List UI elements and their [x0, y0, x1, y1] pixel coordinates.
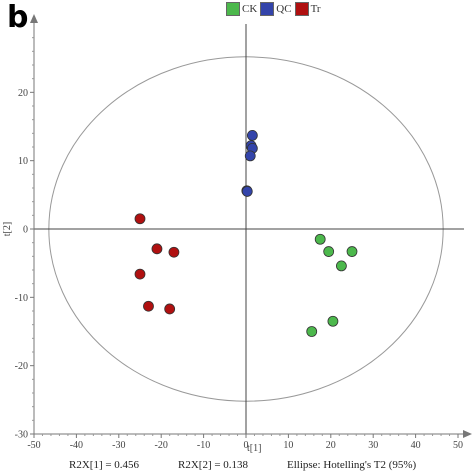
- y-tick-label: -20: [15, 361, 28, 372]
- y-tick-label: 0: [23, 225, 28, 236]
- point-tr: [164, 303, 176, 315]
- point-qc: [241, 186, 253, 197]
- y-tick-label: -30: [15, 430, 28, 441]
- point-qc: [246, 129, 258, 141]
- x-tick-label: -20: [155, 440, 168, 451]
- point-ck: [335, 260, 347, 272]
- y-axis-title: t[2]: [2, 222, 13, 236]
- point-qc: [244, 150, 256, 162]
- point-ck: [327, 315, 339, 327]
- x-tick-label: 40: [411, 440, 421, 451]
- ellipse-label: Ellipse: Hotelling's T2 (95%): [287, 459, 417, 471]
- legend-label-qc: QC: [276, 3, 292, 15]
- x-tick-label: -50: [27, 440, 40, 451]
- legend-label-tr: Tr: [310, 3, 321, 15]
- point-ck: [306, 326, 318, 337]
- point-ck: [314, 233, 326, 245]
- legend-swatch-tr: [294, 2, 309, 16]
- point-tr: [143, 300, 154, 312]
- legend-swatch-ck: [226, 2, 240, 16]
- legend-item-tr: Tr: [294, 2, 321, 16]
- point-tr: [151, 243, 163, 255]
- point-ck: [346, 246, 358, 257]
- y-tick-label: 10: [18, 156, 28, 167]
- x-tick-label: 10: [283, 440, 293, 451]
- x-tick-label: 0: [244, 440, 249, 451]
- y-tick-label: 20: [18, 88, 28, 99]
- x-tick-label: -30: [112, 440, 125, 451]
- legend-item-ck: CK: [226, 2, 257, 16]
- legend-item-qc: QC: [260, 2, 292, 16]
- legend: CK QC Tr: [226, 2, 321, 16]
- x-axis-title: t[1]: [247, 443, 261, 454]
- point-ck: [323, 246, 335, 257]
- x-tick-label: -10: [197, 440, 210, 451]
- x-tick-label: 20: [326, 440, 336, 451]
- r2x2-label: R2X[2] = 0.138: [178, 459, 249, 471]
- r2x1-label: R2X[1] = 0.456: [69, 459, 140, 471]
- point-tr: [134, 268, 146, 280]
- y-axis-arrow: [30, 14, 38, 23]
- x-tick-label: 30: [368, 440, 378, 451]
- legend-swatch-qc: [260, 2, 275, 16]
- x-axis-arrow: [463, 430, 472, 438]
- legend-label-ck: CK: [242, 3, 258, 15]
- x-tick-label: -40: [70, 440, 83, 451]
- point-tr: [168, 246, 180, 258]
- x-tick-label: 50: [453, 440, 463, 451]
- point-tr: [134, 213, 146, 225]
- y-tick-label: -10: [15, 293, 28, 304]
- panel-label: b: [7, 0, 29, 35]
